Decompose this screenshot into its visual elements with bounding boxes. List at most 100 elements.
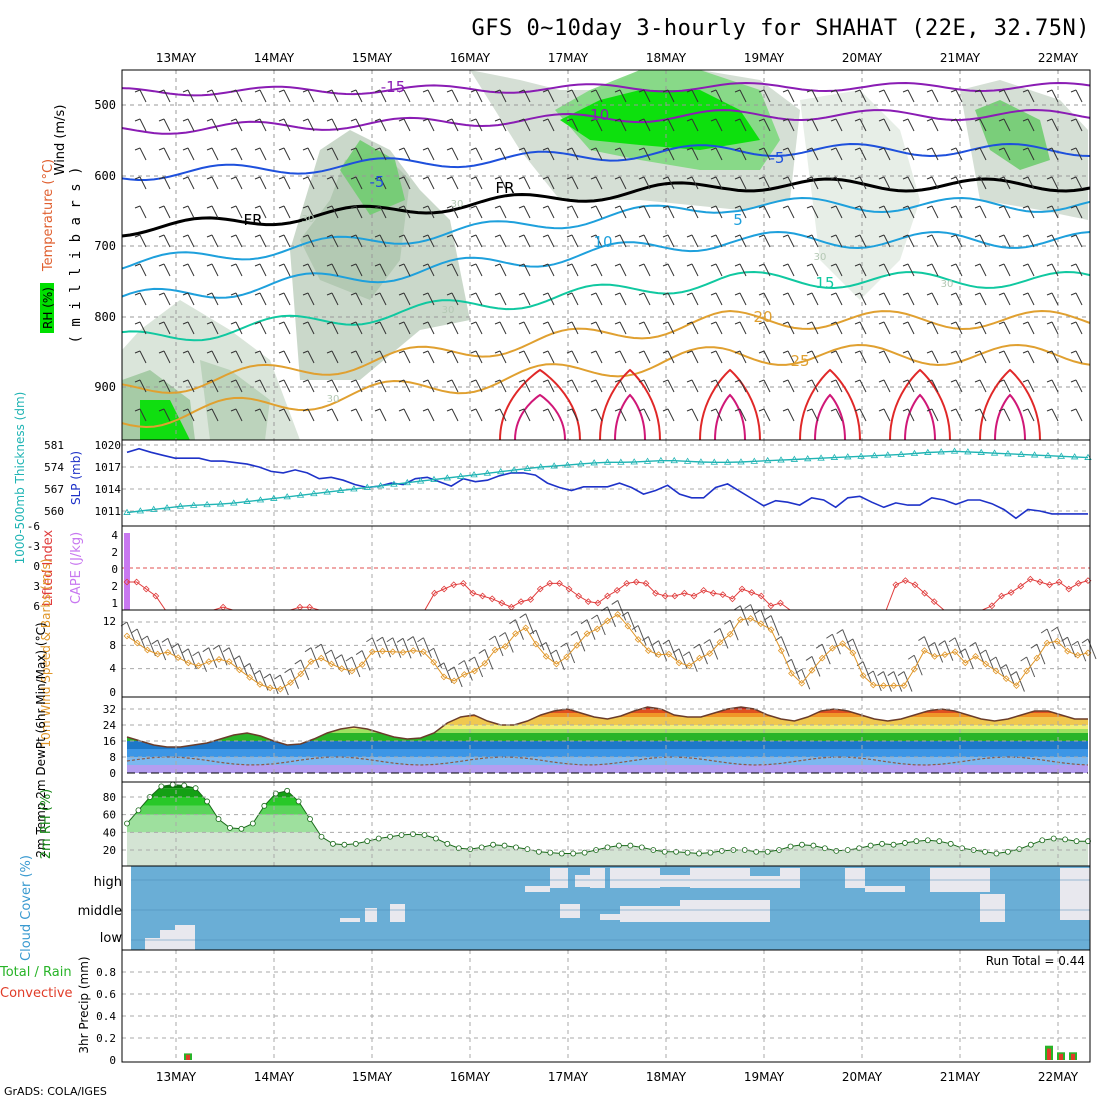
wind10-barb-staff: [187, 648, 197, 670]
thickness-marker: [643, 457, 652, 464]
wind-barb-flag: [278, 292, 285, 296]
wind10-marker: [195, 662, 202, 670]
wind10-barb: [928, 642, 944, 663]
wind-barb: [854, 350, 867, 364]
wind-barb-staff: [907, 292, 915, 306]
wind-barb: [350, 234, 363, 248]
wind10-barb-staff: [453, 666, 463, 688]
wind-barb-flag: [710, 350, 717, 354]
wind-barb: [974, 176, 987, 190]
wind-barb-flag: [998, 321, 1005, 325]
warm-contour: [714, 393, 746, 441]
wind-barb-staff: [235, 263, 243, 277]
wind-barb-flag: [1046, 118, 1053, 122]
wind-barb-flag: [182, 234, 189, 238]
wind10-barb: [652, 640, 668, 661]
wind-barb-staff: [283, 205, 291, 219]
wind-barb-staff: [1051, 147, 1059, 161]
wind-barb-staff: [451, 234, 459, 248]
temp-band: [127, 733, 1088, 741]
wind-barb: [446, 408, 459, 422]
wind-barb-staff: [259, 350, 267, 364]
wind-barb-flag: [446, 350, 453, 354]
wind-barb-flag: [422, 147, 429, 151]
wind-barb-staff: [811, 408, 819, 422]
date-label-top: 19MAY: [744, 51, 785, 65]
wind-barb: [254, 89, 267, 103]
wind-barb-staff: [187, 263, 195, 277]
cloud-block: [660, 875, 690, 887]
wind-barb-staff: [283, 408, 291, 422]
wind-barb: [350, 147, 363, 161]
wind-barb-staff: [835, 408, 843, 422]
wind-barb-staff: [907, 350, 915, 364]
wind-barb: [326, 205, 339, 219]
wind10-barb-staff: [883, 671, 892, 692]
wind-barb-staff: [835, 292, 843, 306]
wind-barb-staff: [379, 321, 387, 335]
wind-barb-flag: [230, 408, 237, 412]
wind-barb-flag: [662, 89, 669, 93]
wind-barb: [710, 234, 723, 248]
wind-barb: [686, 379, 699, 393]
date-label-top: 17MAY: [548, 51, 589, 65]
rh2m-marker: [638, 844, 645, 851]
wind-barb: [326, 176, 339, 190]
wind-barb: [590, 205, 603, 219]
wind10-marker: [910, 665, 918, 673]
wind-barb-staff: [739, 321, 747, 335]
wind-barb-flag: [1070, 350, 1077, 354]
wind-barb: [494, 147, 507, 161]
wind-barb: [734, 118, 747, 132]
lifted-index-marker: [479, 592, 486, 600]
wind-barb: [1046, 408, 1059, 422]
wind-barb-staff: [691, 321, 699, 335]
wind-barb: [638, 408, 651, 422]
wind-barb-staff: [139, 89, 147, 103]
wind10-barb-staff: [218, 645, 228, 666]
wind-barb: [278, 234, 291, 248]
contour-label: 30: [302, 214, 315, 225]
wind-barb-flag: [1070, 89, 1077, 93]
wind-barb-flag: [878, 205, 885, 209]
wind10-marker: [256, 681, 264, 688]
contour-label: 30: [814, 252, 827, 263]
wind-barb-flag: [470, 321, 477, 325]
rh2m-marker: [215, 816, 222, 822]
wind-barb-staff: [523, 176, 531, 190]
wind-barb-staff: [979, 234, 987, 248]
wind-barb-staff: [835, 118, 843, 132]
wind-barb: [950, 176, 963, 190]
wind-barb-staff: [931, 321, 939, 335]
wind-barb-flag: [998, 147, 1005, 151]
precip-conv-bar: [1047, 1048, 1051, 1060]
precip-panel: [121, 949, 1091, 1063]
wind-barb-staff: [547, 350, 555, 364]
wind-barb-flag: [278, 321, 285, 325]
thickness-marker: [964, 448, 972, 455]
wind-barb: [638, 147, 651, 161]
wind-barb-flag: [1046, 292, 1053, 296]
contour-label: 20: [753, 308, 772, 326]
wind10-marker: [869, 681, 877, 689]
wind-barb-flag: [734, 379, 741, 383]
wind-barb: [422, 176, 435, 190]
wind-barb: [566, 321, 579, 335]
wind-barb-flag: [542, 118, 549, 122]
wind-barb-flag: [998, 176, 1005, 180]
wind-barb-flag: [398, 118, 405, 122]
wind10-barb-staff: [801, 669, 811, 690]
lifted-index-marker: [1055, 578, 1063, 586]
wind-barb-staff: [427, 176, 435, 190]
wind-barb-flag: [302, 205, 309, 209]
wind-barb: [494, 321, 507, 335]
wind-barb-staff: [739, 263, 747, 277]
wind-barb-staff: [523, 89, 531, 103]
wind-barb: [374, 263, 387, 277]
wind-barb-flag: [734, 321, 741, 325]
wind-barb-flag: [590, 408, 597, 412]
wind-barb-staff: [355, 234, 363, 248]
wind10-barb-flag: [734, 605, 741, 611]
wind10-marker: [675, 659, 683, 667]
wind10-marker: [317, 654, 325, 662]
